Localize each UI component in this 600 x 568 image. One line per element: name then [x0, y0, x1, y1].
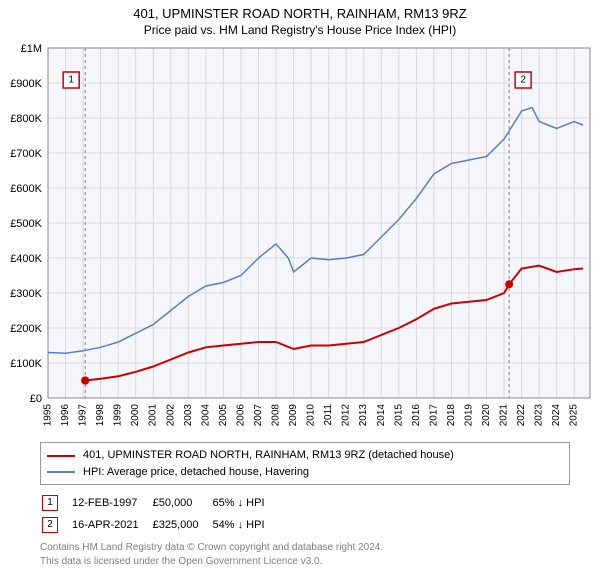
svg-text:1995: 1995: [43, 404, 54, 427]
svg-text:2005: 2005: [218, 404, 229, 427]
svg-text:£500K: £500K: [10, 218, 42, 230]
svg-text:2012: 2012: [341, 404, 352, 427]
svg-text:2007: 2007: [253, 404, 264, 427]
svg-text:2023: 2023: [534, 404, 545, 427]
sale-marker-2-dot: [505, 281, 513, 289]
sale-row: 2 16-APR-2021£325,00054% ↓ HPI: [42, 515, 277, 535]
svg-text:2016: 2016: [411, 404, 422, 427]
footer: Contains HM Land Registry data © Crown c…: [40, 541, 570, 568]
legend: 401, UPMINSTER ROAD NORTH, RAINHAM, RM13…: [40, 442, 570, 485]
svg-text:2022: 2022: [516, 404, 527, 427]
sale-index: 1: [42, 493, 70, 513]
svg-text:2010: 2010: [306, 404, 317, 427]
svg-text:2011: 2011: [323, 404, 334, 426]
svg-text:2008: 2008: [271, 404, 282, 427]
svg-text:2013: 2013: [358, 404, 369, 427]
svg-text:£700K: £700K: [10, 148, 42, 160]
svg-text:1998: 1998: [95, 404, 106, 427]
legend-swatch: [47, 471, 75, 473]
legend-item: 401, UPMINSTER ROAD NORTH, RAINHAM, RM13…: [47, 447, 563, 464]
svg-text:2018: 2018: [446, 404, 457, 427]
sale-price: £50,000: [153, 493, 211, 513]
legend-label: HPI: Average price, detached house, Have…: [83, 464, 309, 481]
chart-subtitle: Price paid vs. HM Land Registry's House …: [0, 23, 600, 39]
svg-text:2017: 2017: [428, 404, 439, 427]
svg-text:2015: 2015: [393, 404, 404, 427]
sales-table: 1 12-FEB-1997£50,00065% ↓ HPI 2 16-APR-2021…: [40, 491, 279, 537]
legend-label: 401, UPMINSTER ROAD NORTH, RAINHAM, RM13…: [83, 447, 454, 464]
svg-text:2001: 2001: [148, 404, 159, 427]
svg-text:1997: 1997: [78, 404, 89, 427]
svg-text:2002: 2002: [165, 404, 176, 427]
svg-text:2014: 2014: [376, 404, 387, 427]
svg-text:1999: 1999: [113, 404, 124, 427]
svg-text:2006: 2006: [235, 404, 246, 427]
svg-text:2000: 2000: [130, 404, 141, 427]
legend-item: HPI: Average price, detached house, Have…: [47, 464, 563, 481]
sale-price: £325,000: [153, 515, 211, 535]
svg-text:£600K: £600K: [10, 183, 42, 195]
svg-text:2003: 2003: [183, 404, 194, 427]
sale-date: 16-APR-2021: [72, 515, 151, 535]
svg-text:1996: 1996: [60, 404, 71, 427]
svg-text:1: 1: [68, 75, 74, 86]
chart-area: £0 £100K £200K £300K £400K £500K £600K £700K £80…: [0, 38, 600, 438]
svg-text:2025: 2025: [569, 404, 580, 427]
svg-text:£800K: £800K: [10, 113, 42, 125]
svg-text:2021: 2021: [499, 404, 510, 427]
svg-text:2020: 2020: [481, 404, 492, 427]
svg-text:£0: £0: [30, 393, 42, 405]
legend-swatch: [47, 455, 75, 457]
svg-text:2009: 2009: [288, 404, 299, 427]
svg-text:£300K: £300K: [10, 288, 42, 300]
chart-svg: £0 £100K £200K £300K £400K £500K £600K £700K £80…: [0, 38, 600, 438]
svg-text:£1M: £1M: [21, 43, 42, 55]
footer-line-1: Contains HM Land Registry data © Crown c…: [40, 541, 570, 555]
svg-text:2: 2: [520, 75, 526, 86]
sale-index: 2: [42, 515, 70, 535]
sale-date: 12-FEB-1997: [72, 493, 151, 513]
svg-text:2019: 2019: [463, 404, 474, 427]
svg-text:£200K: £200K: [10, 323, 42, 335]
svg-text:£100K: £100K: [10, 358, 42, 370]
svg-text:£400K: £400K: [10, 253, 42, 265]
chart-title: 401, UPMINSTER ROAD NORTH, RAINHAM, RM13…: [0, 6, 600, 23]
svg-text:£900K: £900K: [10, 78, 42, 90]
svg-text:2024: 2024: [551, 404, 562, 427]
sale-index-box: 1: [42, 495, 58, 511]
sale-delta: 54% ↓ HPI: [213, 515, 277, 535]
chart-title-block: 401, UPMINSTER ROAD NORTH, RAINHAM, RM13…: [0, 0, 600, 38]
footer-line-2: This data is licensed under the Open Gov…: [40, 555, 570, 568]
svg-text:2004: 2004: [200, 404, 211, 427]
sale-row: 1 12-FEB-1997£50,00065% ↓ HPI: [42, 493, 277, 513]
sale-index-box: 2: [42, 517, 58, 533]
sale-delta: 65% ↓ HPI: [213, 493, 277, 513]
